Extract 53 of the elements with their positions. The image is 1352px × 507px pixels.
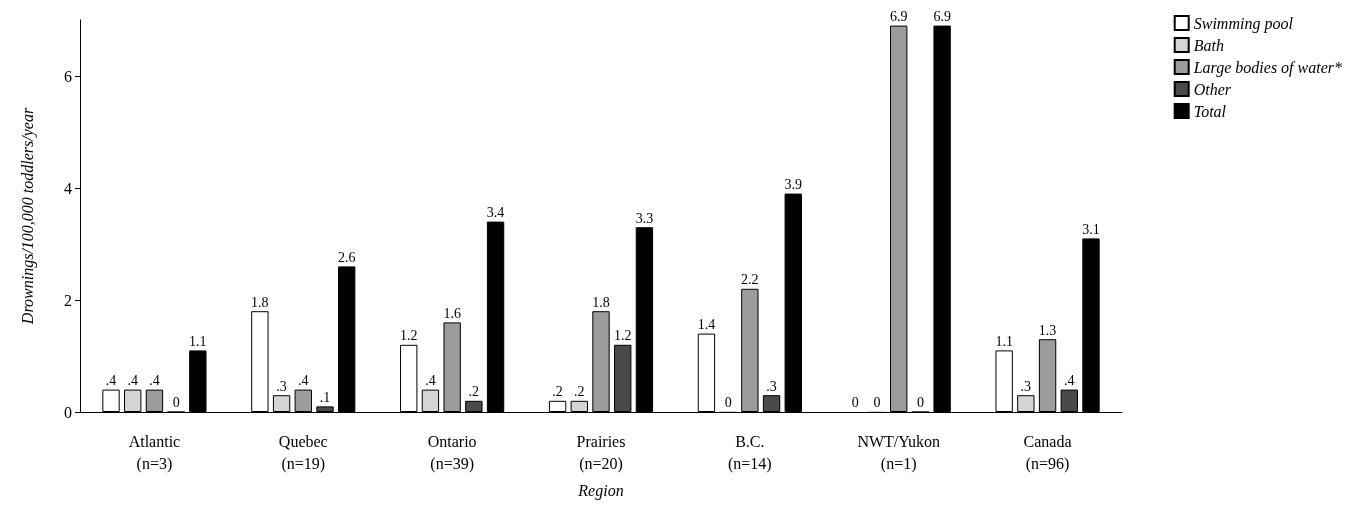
- y-tick-label: 4: [64, 179, 72, 197]
- y-tick-label: 2: [64, 291, 72, 309]
- data-label: 6.9: [933, 9, 951, 25]
- data-label: 1.1: [995, 333, 1013, 349]
- data-label: 1.1: [189, 333, 207, 349]
- legend-label: Total: [1193, 102, 1227, 120]
- data-label: 1.6: [443, 305, 461, 321]
- x-tick-label: NWT/Yukon (n=1): [857, 432, 941, 473]
- x-axis-title: Region: [577, 481, 624, 500]
- data-label: .4: [127, 373, 138, 389]
- legend-label: Bath: [1193, 36, 1224, 54]
- x-tick-label: Prairies (n=20): [576, 432, 626, 473]
- data-label: .4: [1064, 373, 1075, 389]
- data-label: .4: [425, 373, 436, 389]
- x-tick-label: Atlantic (n=3): [128, 432, 181, 473]
- y-tick-label: 0: [64, 403, 72, 421]
- data-label: .3: [766, 378, 777, 394]
- data-label: 0: [851, 394, 859, 410]
- data-label: .4: [105, 373, 117, 389]
- data-label: 3.9: [784, 177, 803, 193]
- x-tick-label: B.C. (n=14): [728, 432, 772, 473]
- data-label: 2.2: [741, 272, 759, 288]
- y-axis-title: Drownings/100,000 toddlers/year: [18, 107, 37, 326]
- legend-label: Other: [1193, 80, 1232, 98]
- data-label: .3: [276, 378, 287, 394]
- data-label: 1.4: [697, 317, 716, 333]
- data-label: 1.8: [592, 294, 610, 310]
- data-label: 3.1: [1082, 221, 1100, 237]
- data-label: 0: [873, 394, 881, 410]
- data-label: 0: [172, 394, 180, 410]
- data-label: 0: [724, 394, 732, 410]
- data-label: .3: [1020, 378, 1032, 394]
- data-label: 0: [916, 394, 924, 410]
- data-label: 1.3: [1038, 322, 1057, 338]
- data-label: 2.6: [337, 249, 356, 265]
- legend-label: Large bodies of water*: [1192, 58, 1342, 77]
- data-label: .2: [468, 384, 480, 400]
- y-tick-label: 6: [64, 67, 72, 85]
- data-label: .2: [574, 384, 585, 400]
- x-tick-label: Canada (n=96): [1023, 432, 1072, 473]
- data-label: 1.2: [399, 328, 418, 344]
- data-label: .4: [149, 373, 160, 389]
- data-label: 3.3: [635, 210, 654, 226]
- legend-label: Swimming pool: [1193, 14, 1294, 33]
- data-label: 6.9: [889, 9, 908, 25]
- data-label: .4: [298, 373, 309, 389]
- data-label: 1.8: [251, 294, 269, 310]
- x-tick-label: Quebec (n=19): [278, 432, 328, 473]
- x-tick-label: Ontario (n=39): [427, 432, 477, 473]
- data-label: 3.4: [486, 205, 505, 221]
- data-label: .1: [319, 389, 331, 405]
- data-label: 1.2: [613, 328, 632, 344]
- data-label: .2: [552, 384, 563, 400]
